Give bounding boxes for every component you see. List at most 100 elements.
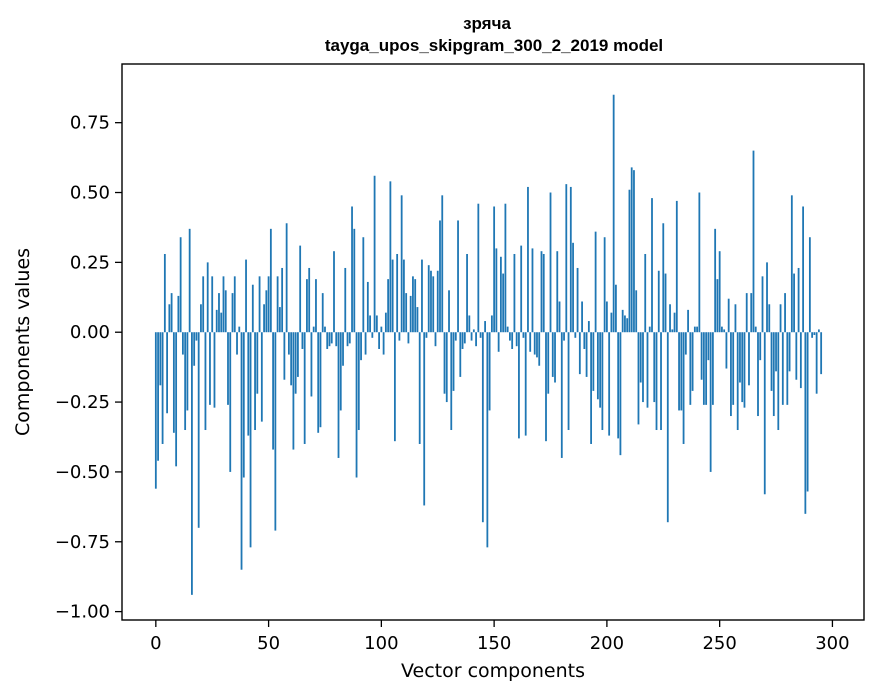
bar xyxy=(734,304,737,333)
bar xyxy=(405,293,408,333)
bar xyxy=(287,332,290,355)
bar xyxy=(687,309,689,333)
bar xyxy=(393,332,396,442)
bar xyxy=(522,332,525,338)
bar xyxy=(590,332,592,444)
bar xyxy=(621,309,624,333)
bar xyxy=(691,332,694,391)
bar xyxy=(357,332,360,431)
bar xyxy=(527,186,529,333)
bar xyxy=(718,251,721,333)
bar xyxy=(689,332,692,405)
bar xyxy=(775,332,777,372)
bar xyxy=(355,332,358,478)
bar xyxy=(378,332,380,349)
bar xyxy=(312,326,315,333)
bar xyxy=(711,332,714,405)
bar xyxy=(556,251,559,333)
bar xyxy=(430,270,432,333)
bar xyxy=(761,276,764,333)
bar xyxy=(601,332,604,431)
bar xyxy=(673,312,676,333)
x-axis-label: Vector components xyxy=(401,660,585,682)
bar xyxy=(592,332,595,391)
bar xyxy=(585,332,588,377)
bar xyxy=(594,231,597,333)
bar xyxy=(520,245,523,333)
bar xyxy=(398,332,401,341)
bar xyxy=(186,332,189,411)
bar xyxy=(583,332,586,349)
bar xyxy=(639,332,642,383)
bar xyxy=(488,332,491,411)
bar xyxy=(197,332,200,528)
bar xyxy=(177,295,180,333)
bar xyxy=(457,220,459,333)
bar xyxy=(256,332,259,394)
bar xyxy=(811,332,814,338)
bar xyxy=(303,332,306,444)
bar xyxy=(353,228,356,333)
bar xyxy=(384,312,387,333)
bar xyxy=(563,332,565,341)
bar xyxy=(596,332,599,400)
bar xyxy=(202,276,205,333)
bar xyxy=(630,167,633,333)
bar xyxy=(418,332,421,444)
bar xyxy=(497,332,500,352)
bar xyxy=(403,259,405,333)
bar xyxy=(682,332,685,444)
bar xyxy=(603,237,606,333)
bar xyxy=(348,332,351,344)
bar xyxy=(470,332,473,341)
bar xyxy=(727,298,730,333)
bar xyxy=(335,332,338,347)
bar xyxy=(484,321,486,333)
bar xyxy=(333,251,335,333)
bar xyxy=(204,332,207,431)
bar xyxy=(748,332,750,386)
bar xyxy=(581,301,583,333)
bar xyxy=(421,259,423,333)
bar xyxy=(617,332,620,439)
bar xyxy=(664,273,667,333)
bar xyxy=(554,332,556,383)
bar xyxy=(468,315,471,333)
bar xyxy=(770,332,773,391)
bar xyxy=(233,276,236,333)
bar xyxy=(319,332,322,428)
bar xyxy=(324,326,326,333)
bar xyxy=(678,332,680,411)
bar xyxy=(531,248,534,333)
x-tick-label: 150 xyxy=(477,633,511,654)
bar xyxy=(750,293,753,333)
bar xyxy=(330,332,333,344)
bar xyxy=(211,276,214,333)
bar xyxy=(351,206,353,333)
x-axis-ticks: 0 50 100 150 200 250 300 xyxy=(150,620,850,654)
bar xyxy=(529,332,532,352)
bar xyxy=(441,195,444,333)
bar xyxy=(739,332,741,383)
bar xyxy=(472,329,475,333)
bar xyxy=(540,251,543,333)
bar xyxy=(538,332,541,366)
bar xyxy=(193,332,196,366)
bar xyxy=(161,332,164,444)
bar xyxy=(551,332,554,377)
bar xyxy=(263,304,265,333)
bar xyxy=(181,332,184,355)
x-tick-label: 250 xyxy=(702,633,736,654)
bar xyxy=(506,326,509,333)
bar xyxy=(389,181,392,333)
bar xyxy=(321,293,324,333)
bar xyxy=(409,295,412,333)
bar xyxy=(669,304,671,333)
bar xyxy=(292,332,295,450)
bar xyxy=(628,189,631,333)
bar xyxy=(328,332,331,347)
bar xyxy=(524,332,527,436)
bar xyxy=(662,223,665,333)
bar xyxy=(168,304,171,333)
